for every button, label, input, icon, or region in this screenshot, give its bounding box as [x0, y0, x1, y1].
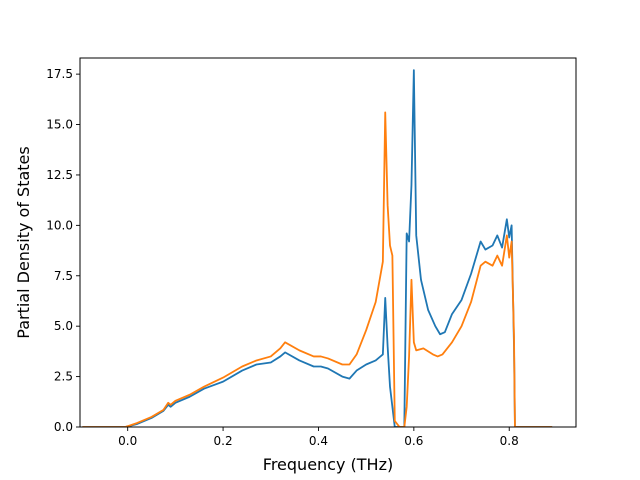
x-tick-label: 0.4: [309, 434, 328, 448]
x-axis-ticks: 0.0 0.2 0.4 0.6 0.8: [118, 427, 519, 448]
y-tick-label: 10.0: [46, 218, 73, 232]
y-tick-label: 5.0: [54, 319, 73, 333]
y-axis-label: Partial Density of States: [14, 146, 33, 338]
y-tick-label: 15.0: [46, 118, 73, 132]
x-tick-label: 0.2: [214, 434, 233, 448]
x-tick-label: 0.0: [118, 434, 137, 448]
y-tick-label: 17.5: [46, 67, 73, 81]
y-axis-ticks: 0.0 2.5 5.0 7.5 10.0 12.5 15.0 17.5: [46, 67, 80, 434]
series-line-2: [82, 111, 553, 427]
y-tick-label: 7.5: [54, 269, 73, 283]
series-layer: [82, 69, 553, 427]
y-tick-label: 2.5: [54, 370, 73, 384]
x-tick-label: 0.8: [500, 434, 519, 448]
x-tick-label: 0.6: [404, 434, 423, 448]
y-tick-label: 0.0: [54, 420, 73, 434]
plot-area: [82, 69, 553, 427]
x-axis-label: Frequency (THz): [263, 455, 393, 474]
axes-frame: [79, 57, 577, 428]
y-tick-label: 12.5: [46, 168, 73, 182]
series-line-1: [82, 69, 553, 427]
